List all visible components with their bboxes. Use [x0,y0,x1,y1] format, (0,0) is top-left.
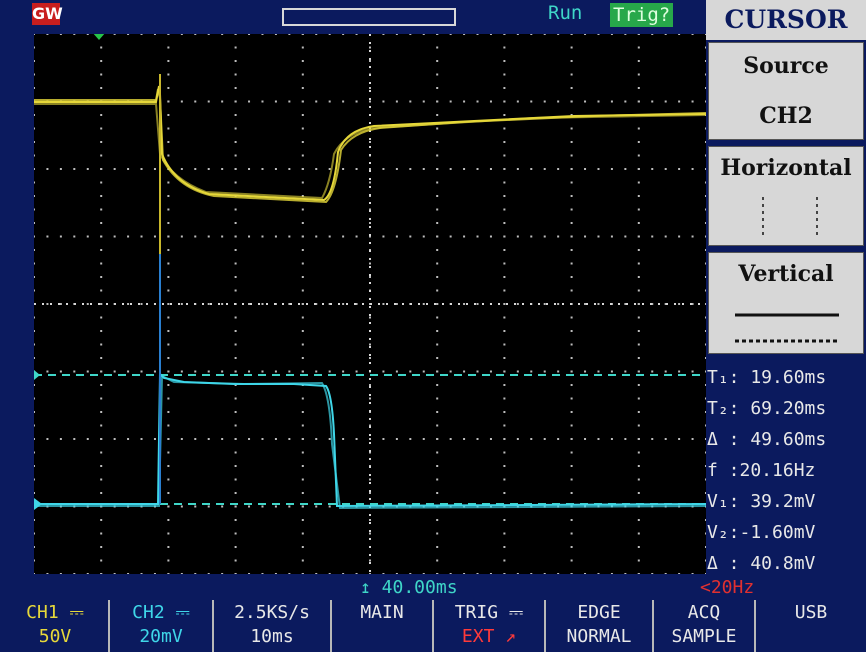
trigger-status-badge: Trig? [610,3,674,27]
vertical-label: Vertical [738,261,834,287]
brand-logo: GW [32,3,63,25]
ch2-ground-marker [34,498,42,510]
top-status-bar: GW Run Trig? [0,0,706,34]
acq-mode: SAMPLE [671,626,737,647]
sample-rate: 2.5KS/s [234,602,310,623]
ch1-volts-div: 50V [38,626,72,647]
main-label: MAIN [360,602,404,623]
vertical-cursor-icon [735,313,839,343]
acq-label: ACQ [687,602,721,623]
ch1-settings[interactable]: CH1 ⎓ 50V [4,600,106,652]
ch1-label: CH1 ⎓ [26,602,84,623]
edge-settings[interactable]: EDGE NORMAL [544,600,652,652]
center-axes [34,34,706,574]
usb-label: USB [794,602,828,623]
cursor-menu-title: CURSOR [706,0,866,40]
readout-t1: T₁: 19.60ms [707,367,827,388]
trigger-source: EXT ↗ [461,626,517,647]
edge-mode: NORMAL [566,626,632,647]
readout-t2: T₂: 69.20ms [707,398,827,419]
vertical-menu-button[interactable]: Vertical [708,252,864,354]
ch1-trace [34,74,706,254]
edge-label: EDGE [577,602,621,623]
horizontal-menu-button[interactable]: Horizontal [708,146,864,246]
run-status: Run [548,2,583,24]
main-mode[interactable]: MAIN [330,600,432,652]
acquire-settings[interactable]: ACQ SAMPLE [652,600,754,652]
waveform-display [34,34,706,574]
readout-frequency: f :20.16Hz [707,460,816,481]
ch2-label: CH2 ⎓ [132,602,190,623]
readout-delta-v: Δ : 40.8mV [707,553,816,574]
source-label: Source [743,53,829,79]
usb-status[interactable]: USB [754,600,866,652]
horizontal-position-readout: ↥ 40.00ms [360,577,458,598]
memory-position-bar [282,8,456,26]
trigger-label: TRIG ⎓ [454,602,524,623]
graticule [34,34,706,574]
trigger-frequency-readout: <20Hz [700,577,755,598]
time-div: 10ms [250,626,294,647]
readout-delta-t: Δ : 49.60ms [707,429,827,450]
ch2-settings[interactable]: CH2 ⎓ 20mV [108,600,212,652]
trigger-settings[interactable]: TRIG ⎓ EXT ↗ [432,600,544,652]
source-value: CH2 [759,103,813,129]
readout-v2: V₂:-1.60mV [707,522,816,543]
trigger-position-marker [93,34,105,40]
ch2-cursor-marker [34,370,40,380]
timebase-settings[interactable]: 2.5KS/s 10ms [212,600,330,652]
readout-v1: V₁: 39.2mV [707,491,816,512]
ch2-trace [34,254,706,510]
horizontal-label: Horizontal [720,155,852,181]
ch2-volts-div: 20mV [139,626,183,647]
source-menu-button[interactable]: Source CH2 [708,42,864,140]
horizontal-cursor-icon [762,197,818,239]
